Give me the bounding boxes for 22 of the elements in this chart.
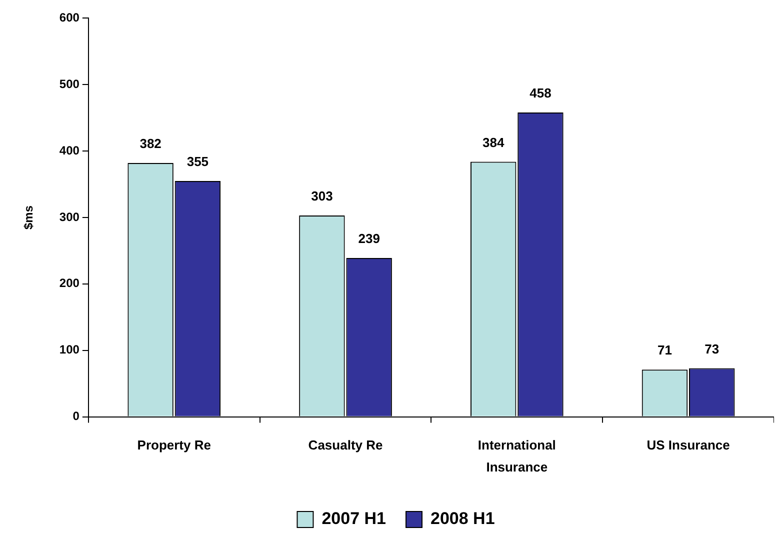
y-tick-label: 100: [59, 342, 80, 357]
y-axis-title: $ms: [22, 205, 36, 230]
y-tick-label: 500: [59, 76, 80, 91]
data-label: 239: [358, 231, 380, 246]
y-tick-label: 400: [59, 143, 80, 158]
x-tick-label: International Insurance: [478, 437, 556, 475]
y-tick-label: 0: [72, 409, 80, 424]
legend-label: 2007 H1: [322, 509, 386, 528]
data-label: 71: [658, 342, 672, 358]
data-label: 382: [140, 136, 162, 152]
x-tick-label: Casualty Re: [308, 437, 383, 452]
data-label: 303: [311, 188, 333, 204]
data-label: 384: [482, 134, 505, 150]
x-tick-label: US Insurance: [646, 437, 730, 452]
y-tick-label: 200: [59, 276, 80, 290]
data-label: 73: [704, 341, 720, 356]
y-tick-label: 600: [59, 10, 80, 25]
y-tick-label: 300: [59, 210, 80, 224]
x-tick-label: Property Re: [137, 437, 211, 452]
data-label: 355: [186, 154, 209, 170]
legend-label: 2008 H1: [430, 509, 495, 528]
data-label: 458: [530, 86, 552, 101]
